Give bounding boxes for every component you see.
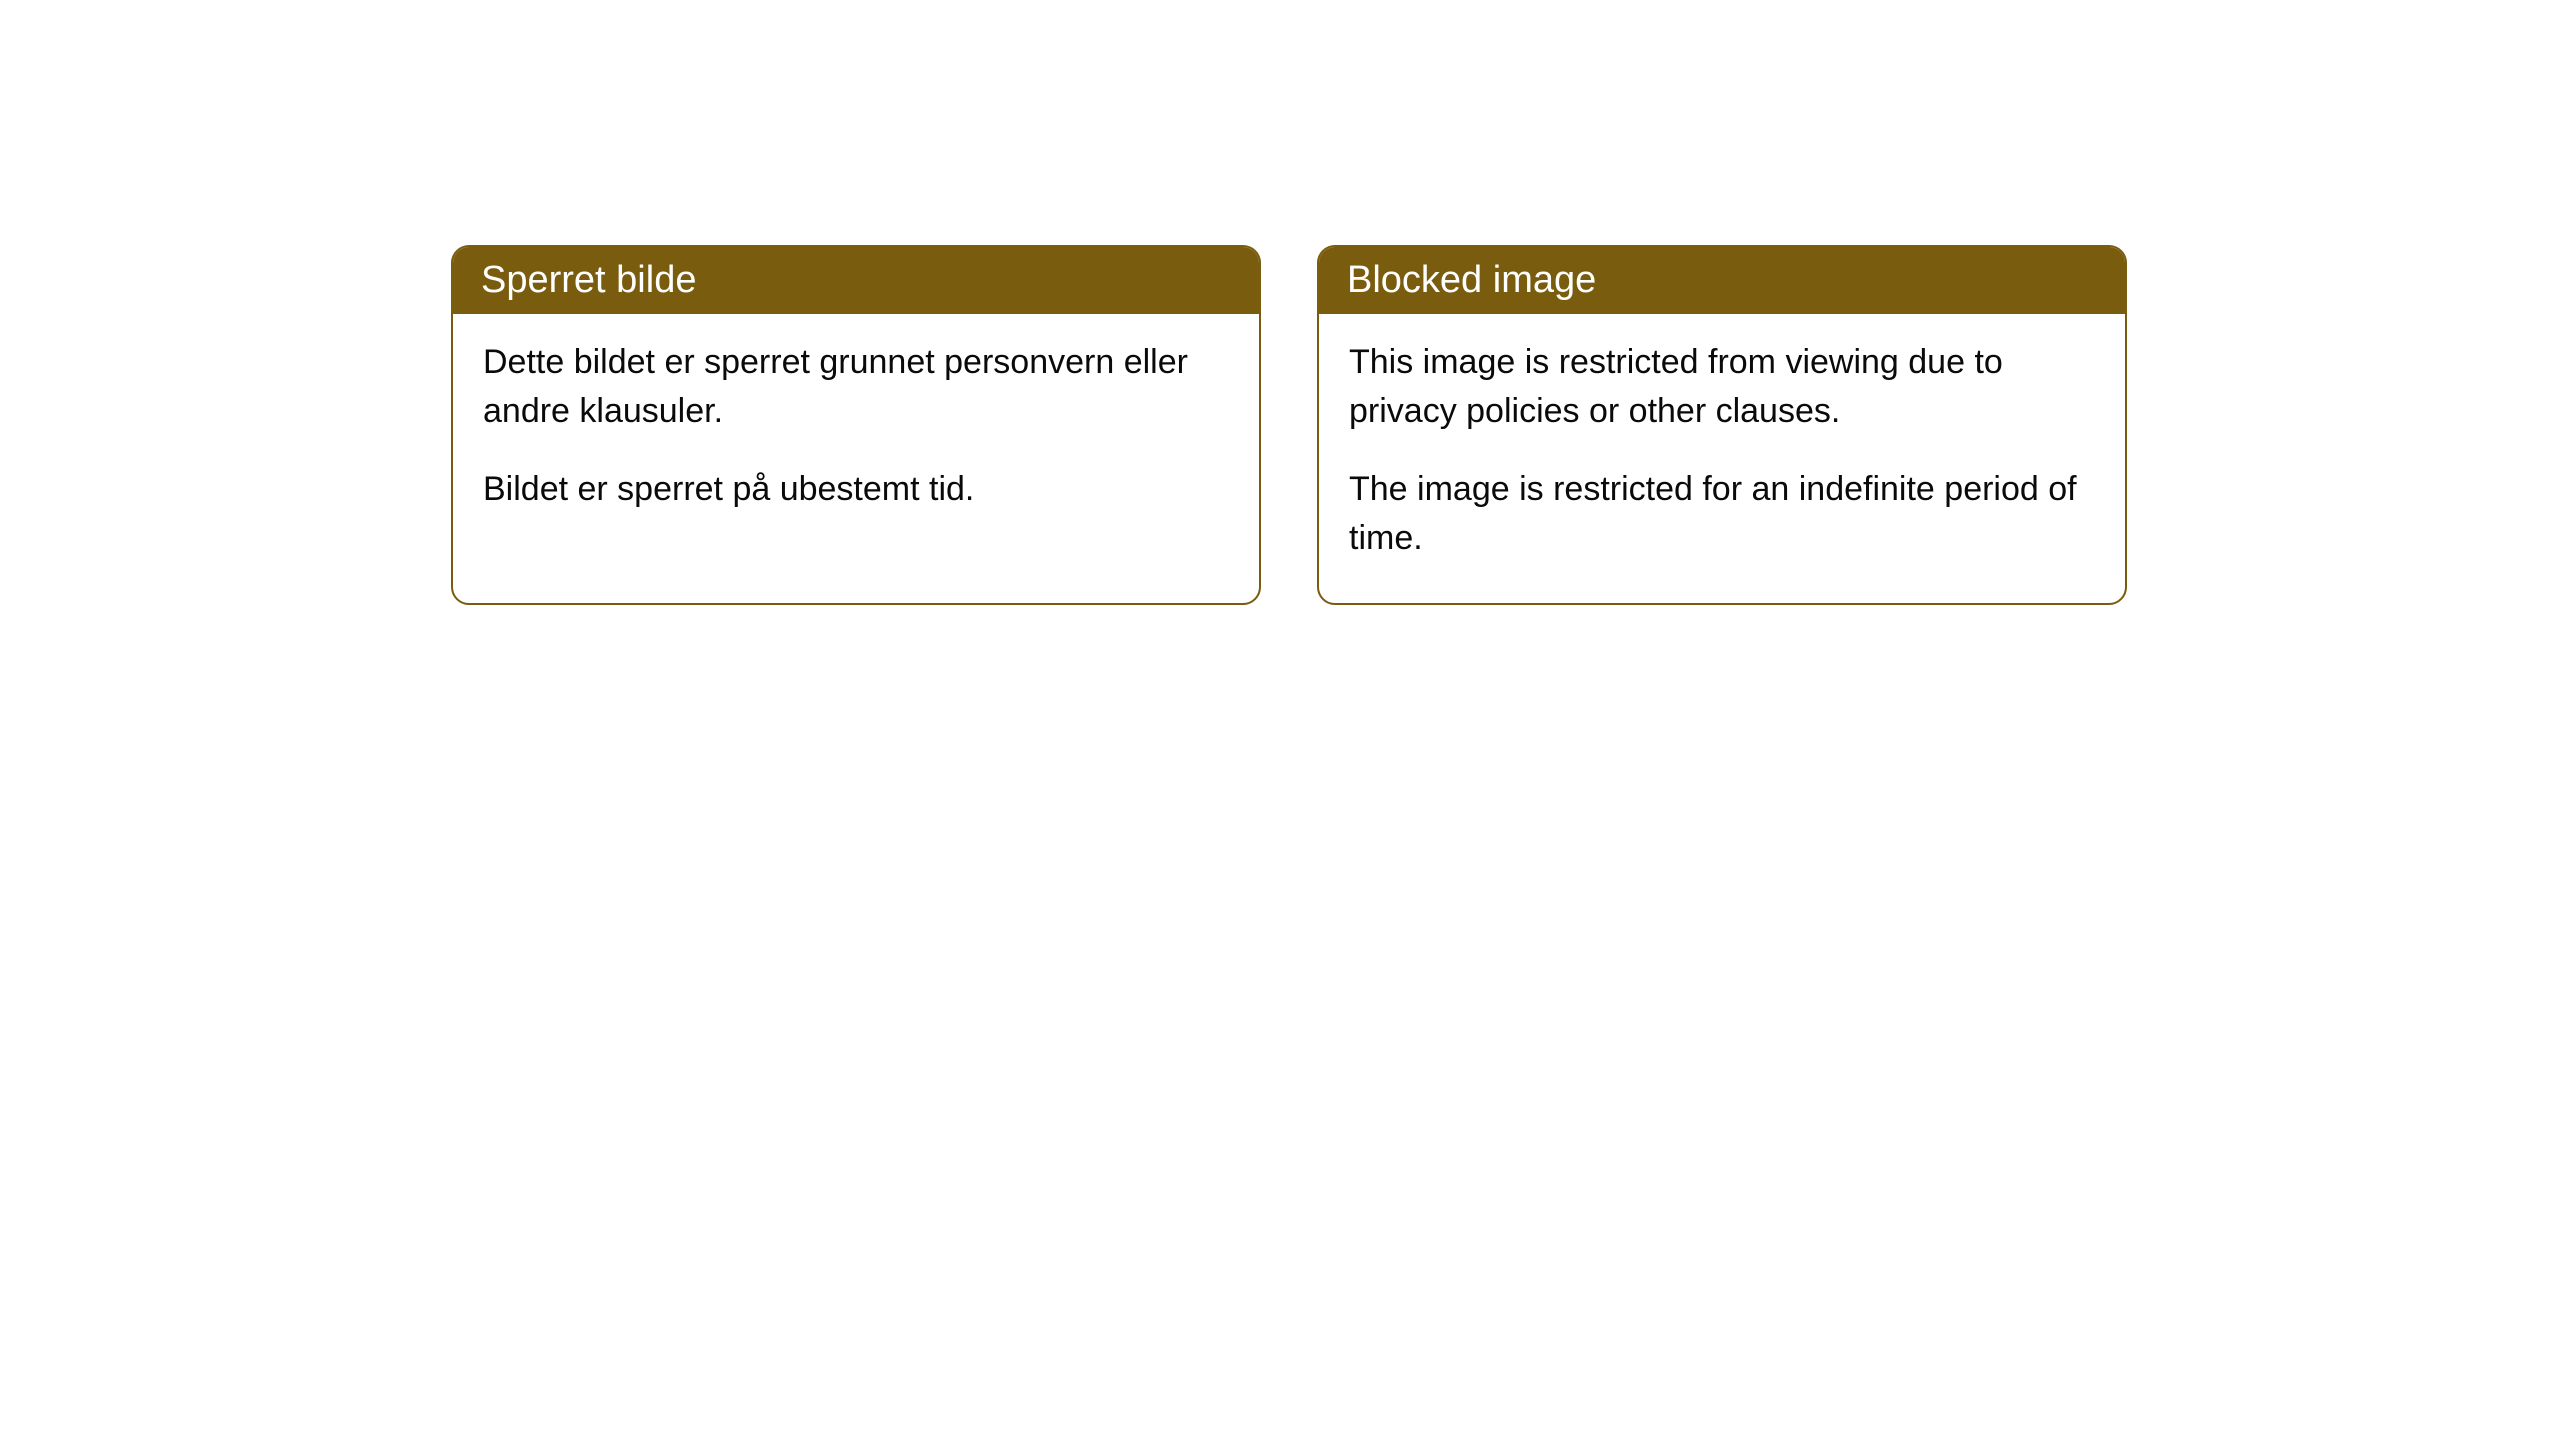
card-body-en: This image is restricted from viewing du… <box>1319 314 2125 603</box>
card-body-no: Dette bildet er sperret grunnet personve… <box>453 314 1259 554</box>
card-header-no: Sperret bilde <box>453 247 1259 314</box>
card-title-en: Blocked image <box>1347 259 1596 301</box>
card-title-no: Sperret bilde <box>481 259 696 301</box>
cards-container: Sperret bilde Dette bildet er sperret gr… <box>0 0 2560 605</box>
card-paragraph-no-2: Bildet er sperret på ubestemt tid. <box>483 465 1229 514</box>
blocked-image-card-no: Sperret bilde Dette bildet er sperret gr… <box>451 245 1261 605</box>
blocked-image-card-en: Blocked image This image is restricted f… <box>1317 245 2127 605</box>
card-header-en: Blocked image <box>1319 247 2125 314</box>
card-paragraph-en-2: The image is restricted for an indefinit… <box>1349 465 2095 564</box>
card-paragraph-no-1: Dette bildet er sperret grunnet personve… <box>483 338 1229 437</box>
card-paragraph-en-1: This image is restricted from viewing du… <box>1349 338 2095 437</box>
